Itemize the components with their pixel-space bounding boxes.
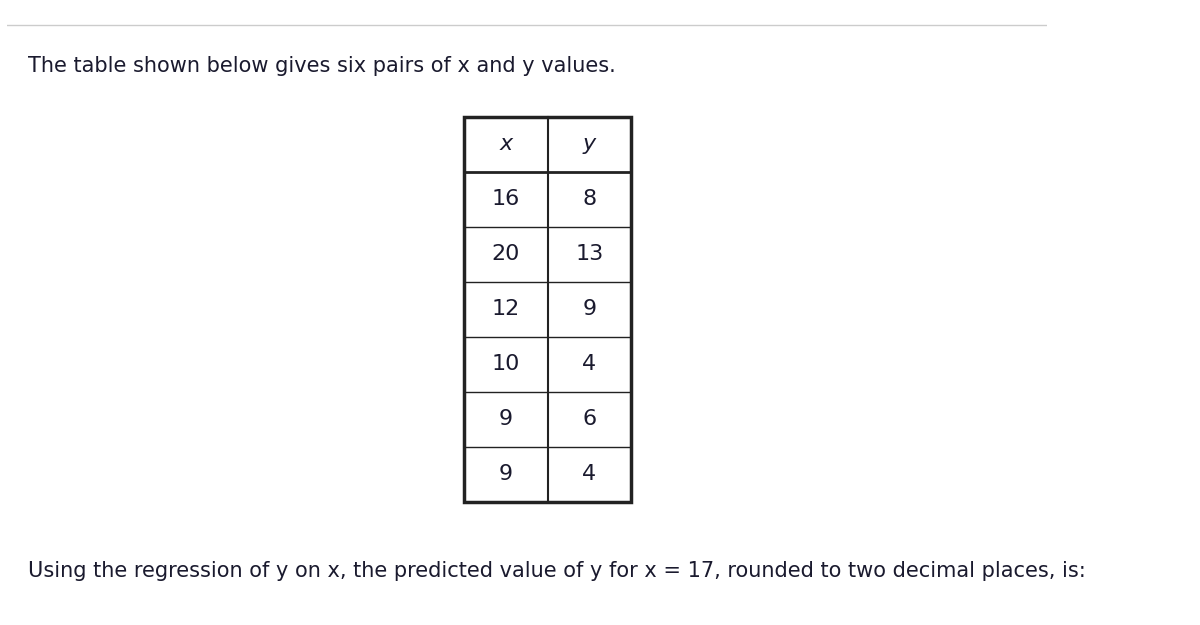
Text: 9: 9	[582, 299, 596, 319]
Text: 20: 20	[492, 244, 521, 264]
Text: 10: 10	[492, 354, 521, 374]
Text: x: x	[499, 134, 512, 154]
Text: 4: 4	[582, 464, 596, 484]
Text: 13: 13	[575, 244, 604, 264]
Text: 4: 4	[582, 354, 596, 374]
Text: 9: 9	[499, 464, 514, 484]
Text: 12: 12	[492, 299, 520, 319]
Text: 8: 8	[582, 189, 596, 209]
Text: Using the regression of y on x, the predicted value of y for x = 17, rounded to : Using the regression of y on x, the pred…	[28, 561, 1086, 581]
Text: 9: 9	[499, 409, 514, 429]
Text: y: y	[583, 134, 595, 154]
Text: 6: 6	[582, 409, 596, 429]
Text: The table shown below gives six pairs of x and y values.: The table shown below gives six pairs of…	[28, 56, 616, 76]
Text: 16: 16	[492, 189, 520, 209]
